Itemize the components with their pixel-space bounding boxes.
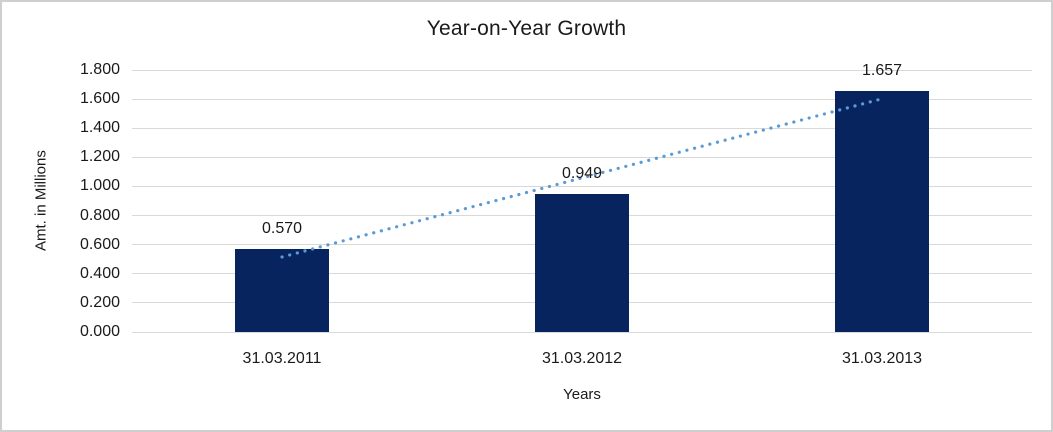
y-tick-label: 1.600 — [79, 90, 120, 108]
y-tick-label: 0.400 — [79, 264, 120, 282]
gridline — [132, 127, 1032, 129]
gridline — [132, 185, 1032, 187]
y-tick-label: 0.800 — [79, 206, 120, 224]
gridline — [132, 156, 1032, 158]
plot-area — [132, 69, 1032, 333]
x-category-label: 31.03.2012 — [541, 350, 623, 367]
bar — [835, 91, 929, 332]
y-tick-label: 1.800 — [79, 61, 120, 78]
y-tick-label: 1.000 — [79, 177, 120, 195]
y-tick-label: 0.600 — [79, 235, 120, 253]
bar-value-label: 0.570 — [261, 220, 303, 237]
gridline — [132, 69, 1032, 71]
bar-value-label: 0.949 — [561, 165, 603, 182]
y-tick-label: 1.400 — [79, 119, 120, 137]
bar-value-label: 1.657 — [861, 62, 903, 79]
y-tick-label: 0.200 — [79, 293, 120, 311]
trendline — [280, 97, 884, 259]
y-tick-label: 1.200 — [79, 148, 120, 166]
gridline — [132, 98, 1032, 100]
bar — [535, 194, 629, 332]
gridline — [132, 331, 1032, 333]
x-axis-title: Years — [563, 386, 601, 403]
chart-title: Year-on-Year Growth — [426, 17, 627, 40]
x-category-label: 31.03.2013 — [841, 350, 923, 367]
y-tick-label: 0.000 — [79, 323, 120, 340]
x-category-label: 31.03.2011 — [242, 350, 322, 367]
bar — [235, 249, 329, 332]
